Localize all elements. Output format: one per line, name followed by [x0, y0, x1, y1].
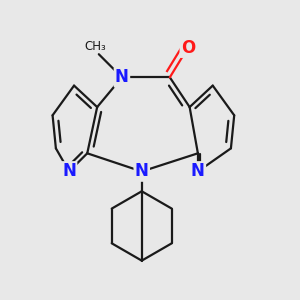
Text: N: N — [191, 163, 205, 181]
Text: O: O — [181, 39, 195, 57]
Text: N: N — [135, 163, 149, 181]
Text: N: N — [62, 163, 76, 181]
Text: CH₃: CH₃ — [85, 40, 106, 52]
Text: N: N — [115, 68, 129, 86]
